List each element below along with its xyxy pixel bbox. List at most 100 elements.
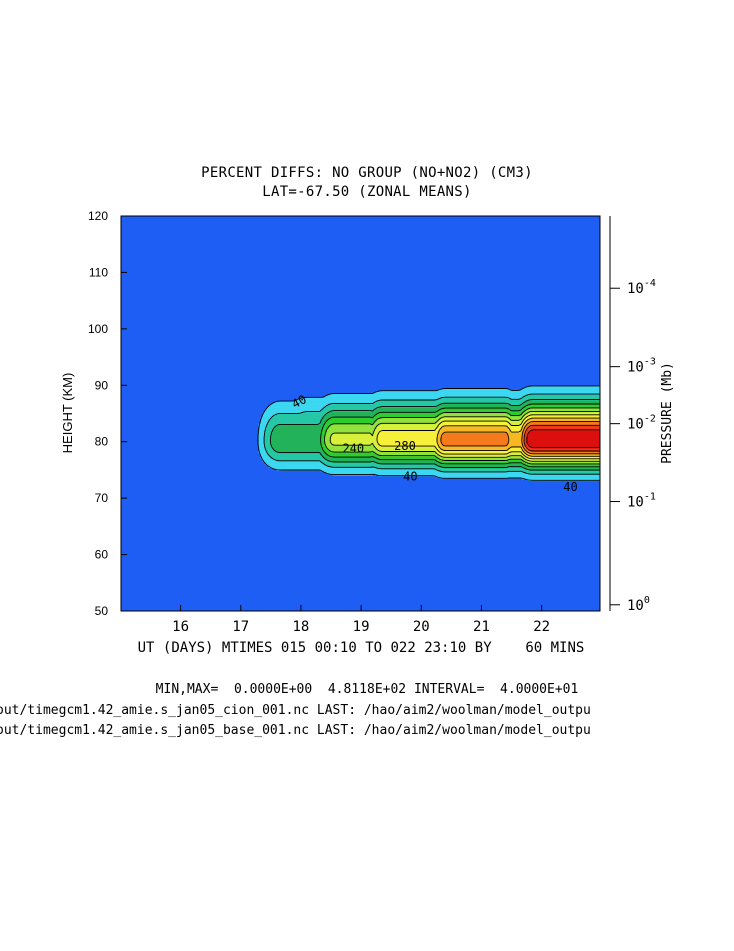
contour-band-cell bbox=[258, 433, 266, 436]
contour-band-cell bbox=[324, 435, 332, 437]
contour-band-cell bbox=[258, 448, 266, 451]
contour-band-cell bbox=[440, 439, 509, 441]
contour-band-cell bbox=[438, 418, 511, 421]
contour-band-cell bbox=[268, 406, 326, 408]
contour-band-cell bbox=[528, 432, 600, 434]
contour-band-cell bbox=[322, 429, 328, 432]
contour-band-cell bbox=[270, 440, 322, 443]
contour-band-cell bbox=[380, 423, 441, 425]
contour-band-cell bbox=[372, 416, 437, 418]
contour-band-cell bbox=[440, 413, 509, 415]
contour-band-cell bbox=[442, 444, 509, 446]
contour-band-cell bbox=[524, 442, 527, 444]
contour-band-cell bbox=[528, 454, 600, 456]
contour-band-cell bbox=[274, 427, 324, 429]
pressure-tick-exponent: -1 bbox=[644, 492, 656, 503]
contour-band-cell bbox=[374, 430, 382, 433]
contour-band-cell bbox=[526, 409, 600, 411]
contour-band-cell bbox=[440, 429, 511, 431]
contour-band-cell bbox=[258, 450, 268, 452]
contour-band-cell bbox=[330, 435, 378, 437]
contour-band-cell bbox=[324, 436, 332, 438]
contour-band-cell bbox=[330, 441, 378, 444]
contour-band-cell bbox=[264, 442, 272, 444]
contour-band-cell bbox=[320, 434, 326, 436]
contour-band-cell bbox=[376, 440, 437, 443]
contour-band-cell bbox=[530, 403, 600, 406]
contour-band-cell bbox=[506, 407, 523, 410]
contour-band-cell bbox=[506, 456, 523, 459]
contour-band-cell bbox=[526, 429, 531, 432]
contour-band-cell bbox=[436, 427, 441, 429]
pressure-axis-title: PRESSURE (Mb) bbox=[660, 362, 675, 464]
contour-band-cell bbox=[322, 426, 330, 429]
contour-band-cell bbox=[258, 427, 268, 429]
contour-band-cell bbox=[270, 445, 322, 448]
contour-band-cell bbox=[508, 439, 523, 441]
contour-band-cell bbox=[378, 443, 439, 445]
contour-band-cell bbox=[526, 468, 600, 470]
contour-band-cell bbox=[522, 450, 527, 452]
contour-band-cell bbox=[374, 451, 437, 454]
contour-band-cell bbox=[526, 456, 600, 459]
contour-line bbox=[269, 399, 600, 471]
contour-band-cell bbox=[330, 403, 441, 406]
contour-band-cell bbox=[526, 447, 533, 449]
contour-band-cell bbox=[440, 438, 509, 440]
contour-band-cell bbox=[272, 431, 322, 433]
contour-band-cell bbox=[528, 434, 600, 436]
contour-band-cell bbox=[272, 415, 326, 418]
contour-band-cell bbox=[270, 466, 376, 469]
contour-band-cell bbox=[524, 433, 529, 435]
contour-band-cell bbox=[526, 395, 600, 397]
contour-band-cell bbox=[440, 414, 511, 416]
contour-band-cell bbox=[522, 452, 525, 455]
contour-band-cell bbox=[258, 425, 268, 427]
contour-band-cell bbox=[268, 420, 322, 422]
contour-band-cell bbox=[264, 429, 274, 431]
contour-band-cell bbox=[524, 401, 600, 403]
contour-band-cell bbox=[528, 404, 600, 406]
contour-band-cell bbox=[258, 445, 266, 448]
contour-band-cell bbox=[522, 449, 527, 451]
contour-band-cell bbox=[378, 431, 439, 433]
contour-band-cell bbox=[440, 459, 509, 461]
contour-band-cell bbox=[522, 396, 600, 399]
contour-band-cell bbox=[436, 426, 443, 429]
contour-band-cell bbox=[530, 425, 600, 428]
contour-band-cell bbox=[274, 450, 326, 452]
contour-band-cell bbox=[374, 428, 437, 430]
contour-band-cell bbox=[438, 443, 443, 445]
contour-band-cell bbox=[274, 414, 326, 416]
contour-band-cell bbox=[330, 438, 378, 440]
contour-band-cell bbox=[272, 430, 324, 433]
pressure-tick-label: 10-4 bbox=[627, 278, 656, 297]
contour-band-cell bbox=[374, 474, 600, 476]
contour-band-cell bbox=[528, 408, 600, 410]
contour-band-cell bbox=[524, 463, 600, 466]
contour-band-cell bbox=[258, 426, 268, 429]
contour-band-cell bbox=[378, 433, 439, 436]
contour-band-cell bbox=[326, 395, 527, 397]
contour-band-cell bbox=[506, 425, 523, 428]
contour-band-cell bbox=[264, 435, 272, 437]
contour-band-cell bbox=[438, 414, 511, 417]
contour-band-cell bbox=[320, 431, 328, 433]
contour-band-cell bbox=[330, 424, 380, 426]
contour-band-cell bbox=[436, 416, 445, 418]
y-tick-label: 100 bbox=[88, 322, 108, 336]
contour-band-cell bbox=[328, 425, 378, 428]
contour-band-cell bbox=[530, 407, 600, 410]
contour-band-cell bbox=[376, 467, 525, 470]
contour-band-cell bbox=[508, 444, 523, 446]
contour-band-cell bbox=[522, 422, 525, 425]
contour-band-cell bbox=[270, 436, 322, 439]
contour-band-cell bbox=[320, 444, 326, 446]
contour-band-cell bbox=[276, 425, 326, 427]
contour-band-cell bbox=[522, 387, 600, 390]
x-tick-label: 16 bbox=[172, 619, 189, 635]
contour-band-cell bbox=[520, 414, 525, 417]
contour-band-cell bbox=[522, 388, 600, 391]
contour-band-cell bbox=[522, 420, 527, 422]
contour-band-cell bbox=[268, 454, 322, 456]
